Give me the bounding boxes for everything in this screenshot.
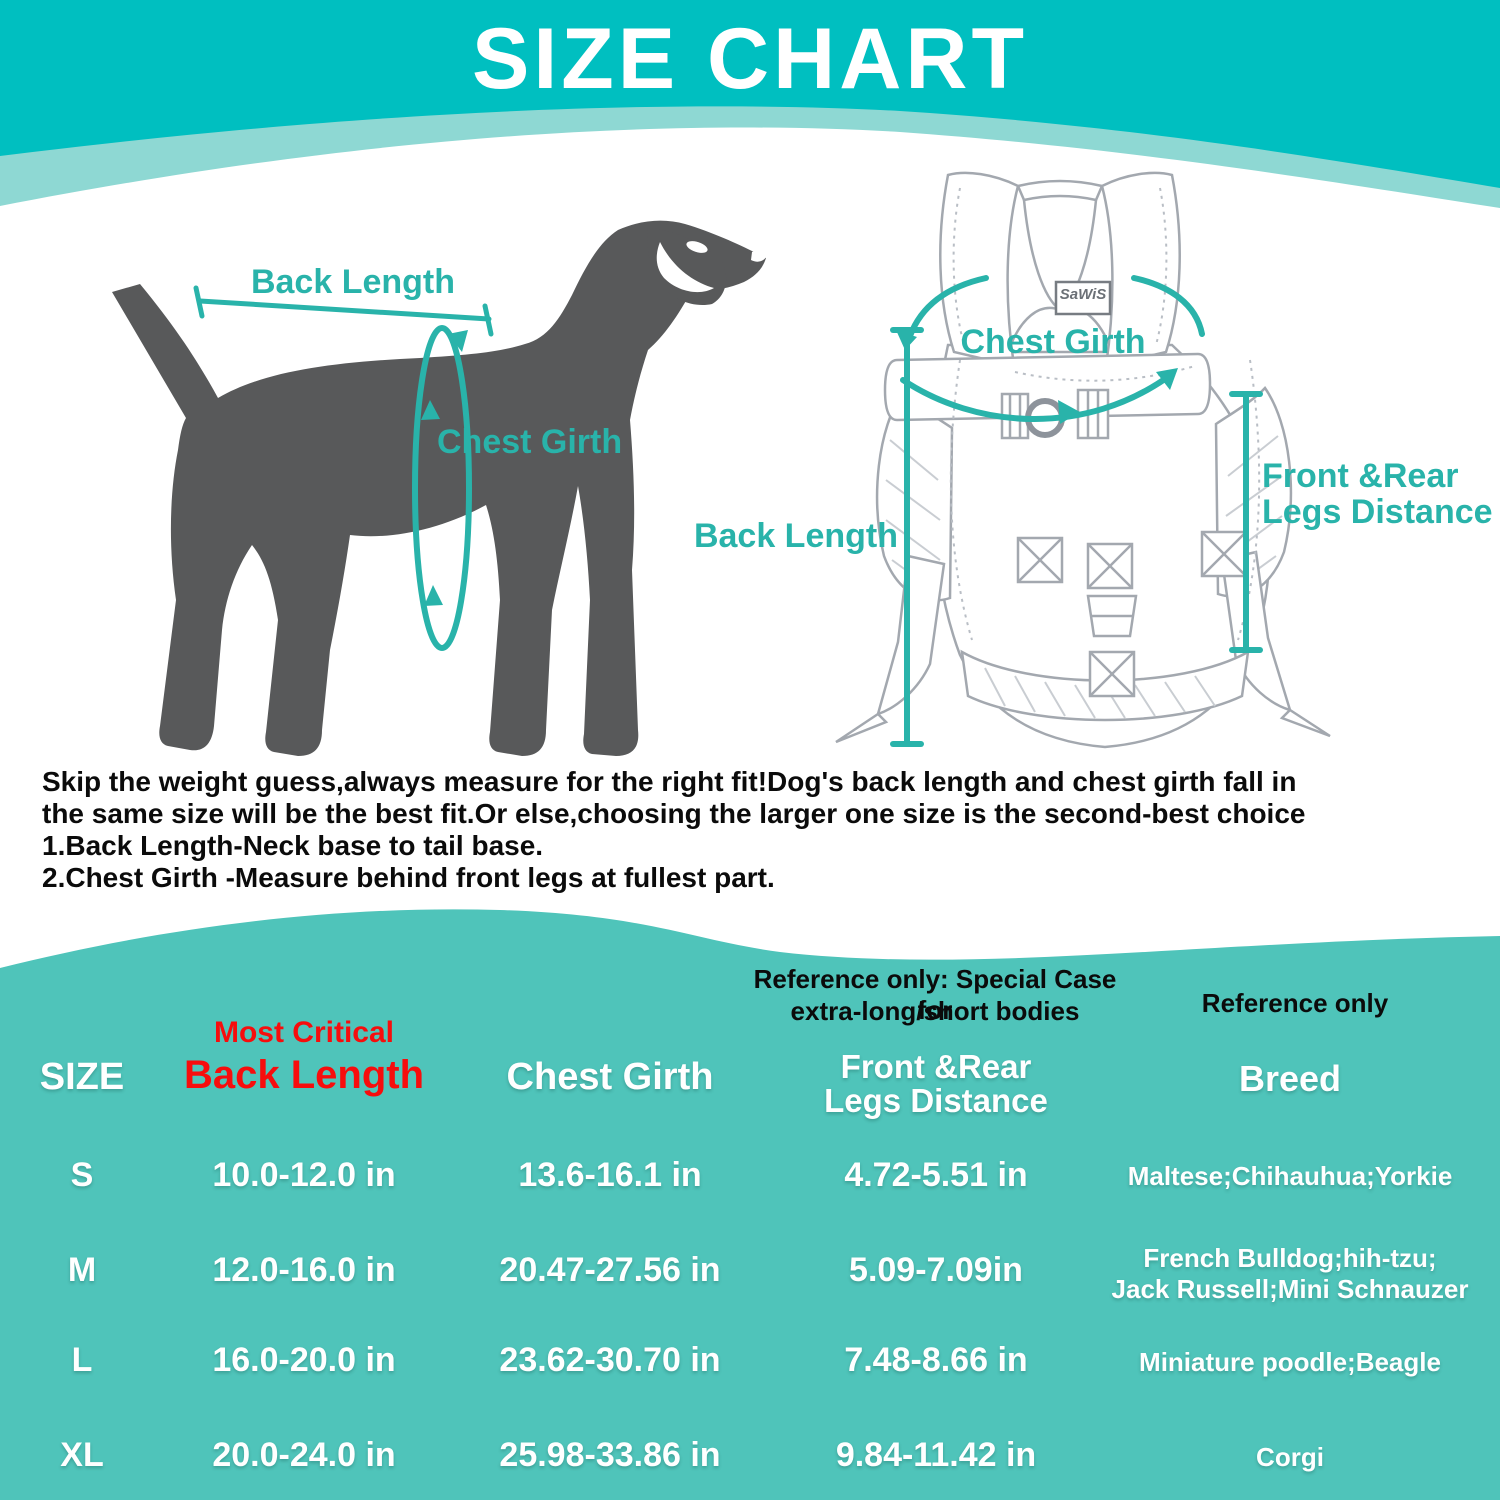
instructions-line4: 2.Chest Girth -Measure behind front legs… (42, 862, 775, 893)
instructions-line3: 1.Back Length-Neck base to tail base. (42, 830, 544, 861)
brand-logo-text: SaWiS (1059, 286, 1107, 303)
row-s-breed: Maltese;Chihauhua;Yorkie (1127, 1161, 1453, 1191)
carrier-legs-distance-label-line2: Legs Distance (1262, 493, 1493, 531)
header-chest-girth: Chest Girth (506, 1056, 714, 1098)
carrier-chest-girth-label: Chest Girth (960, 323, 1146, 361)
carrier-back-length-line (890, 327, 924, 747)
dog-chest-girth-ellipse (412, 325, 472, 651)
carrier-back-length-label: Back Length (693, 517, 898, 555)
row-m-back: 12.0-16.0 in (212, 1251, 396, 1289)
row-l-legs: 7.48-8.66 in (844, 1341, 1028, 1379)
row-m-breed-line1: French Bulldog;hih-tzu; (1143, 1243, 1437, 1273)
header-wave (0, 0, 1500, 208)
carrier-chest-girth-arrows (900, 275, 1205, 422)
row-m-size: M (67, 1251, 97, 1289)
row-s-back: 10.0-12.0 in (212, 1156, 396, 1194)
dog-back-length-line (193, 285, 494, 337)
table-panel-wave (0, 909, 1500, 1500)
header-breed: Breed (1238, 1058, 1342, 1099)
row-l-breed: Miniature poodle;Beagle (1139, 1347, 1441, 1377)
dog-back-length-label: Back Length (250, 263, 456, 301)
row-xl-breed: Corgi (1256, 1442, 1324, 1472)
dog-chest-girth-label: Chest Girth (437, 423, 623, 461)
brand-logo-box (1054, 280, 1112, 316)
instructions-line1: Skip the weight guess,always measure for… (42, 766, 1297, 797)
carrier-legs-distance-label-line1: Front &Rear (1262, 457, 1459, 495)
breed-column-note: Reference only (1201, 988, 1389, 1018)
row-m-legs: 5.09-7.09in (849, 1251, 1023, 1289)
dog-silhouette (112, 220, 766, 756)
row-l-size: L (71, 1341, 93, 1379)
row-l-chest: 23.62-30.70 in (499, 1341, 721, 1379)
header-back-length: Back Length (183, 1053, 425, 1097)
row-m-breed-line2: Jack Russell;Mini Schnauzer (1111, 1274, 1469, 1304)
header-size: SIZE (39, 1056, 125, 1098)
stitch-patches (1016, 530, 1248, 698)
row-s-chest: 13.6-16.1 in (518, 1156, 702, 1194)
page-title: SIZE CHART (472, 11, 1028, 107)
row-xl-back: 20.0-24.0 in (212, 1436, 396, 1474)
row-s-size: S (70, 1156, 94, 1194)
header-legs-distance-line1: Front &Rear (840, 1048, 1032, 1085)
row-m-chest: 20.47-27.56 in (499, 1251, 721, 1289)
carrier-drawing (835, 171, 1331, 749)
instructions-line2: the same size will be the best fit.Or el… (42, 798, 1306, 829)
row-l-back: 16.0-20.0 in (212, 1341, 396, 1379)
legs-column-note-line1: Reference only: Special Case for (753, 964, 1117, 1025)
header-legs-distance-line2: Legs Distance (824, 1082, 1048, 1119)
dog-ear-highlight (656, 242, 714, 293)
legs-column-note-line2: extra-long/short bodies (790, 996, 1080, 1026)
row-xl-legs: 9.84-11.42 in (835, 1436, 1037, 1474)
row-xl-size: XL (60, 1436, 104, 1474)
dog-nose-highlight (751, 251, 766, 262)
carrier-legs-distance-line (1229, 391, 1263, 653)
dog-eye (686, 241, 708, 253)
row-s-legs: 4.72-5.51 in (844, 1156, 1028, 1194)
row-xl-chest: 25.98-33.86 in (499, 1436, 721, 1474)
back-length-note: Most Critical (213, 1016, 395, 1049)
